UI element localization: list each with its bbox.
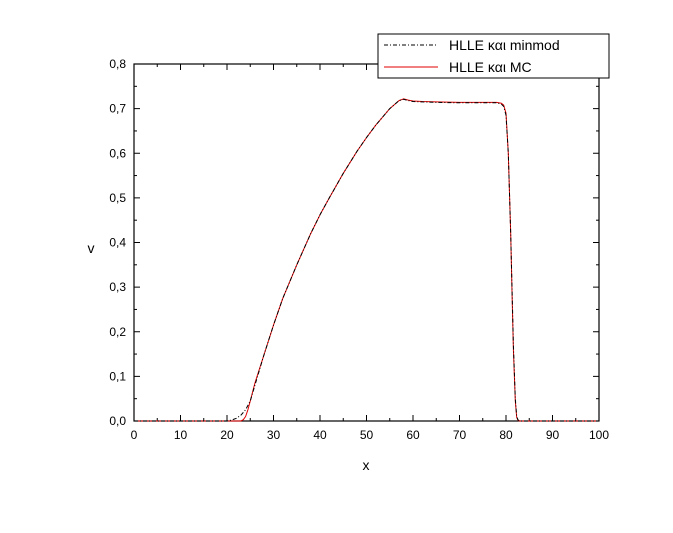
x-tick-label: 10 <box>174 428 188 442</box>
y-tick-label: 0,1 <box>109 369 126 383</box>
legend-label-mc: HLLE και MC <box>449 59 532 75</box>
legend-box <box>377 33 610 79</box>
x-axis: 0 10 20 30 40 50 60 70 80 90 100 <box>131 64 609 442</box>
y-tick-label: 0,0 <box>109 414 126 428</box>
x-tick-label: 100 <box>589 428 609 442</box>
x-tick-label: 80 <box>499 428 513 442</box>
series-layer <box>134 98 599 422</box>
x-tick-label: 60 <box>406 428 420 442</box>
x-axis-title: x <box>363 457 370 473</box>
y-tick-label: 0,5 <box>109 191 126 205</box>
y-tick-label: 0,2 <box>109 325 126 339</box>
x-tick-label: 50 <box>360 428 374 442</box>
series-line-minmod <box>134 98 599 422</box>
y-tick-label: 0,6 <box>109 146 126 160</box>
plot-frame <box>133 63 600 422</box>
y-tick-label: 0,3 <box>109 280 126 294</box>
series-line-mc <box>134 98 599 422</box>
x-tick-label: 0 <box>131 428 138 442</box>
x-tick-label: 40 <box>313 428 327 442</box>
x-tick-label: 30 <box>267 428 281 442</box>
legend: HLLE και minmod HLLE και MC <box>377 33 610 79</box>
y-axis: 0,0 0,1 0,2 0,3 0,4 0,5 0,6 0,7 0,8 <box>109 57 599 428</box>
legend-label-minmod: HLLE και minmod <box>449 37 560 53</box>
x-tick-label: 20 <box>220 428 234 442</box>
y-tick-label: 0,4 <box>109 236 126 250</box>
y-tick-label: 0,8 <box>109 57 126 71</box>
y-tick-label: 0,7 <box>109 102 126 116</box>
x-tick-label: 90 <box>546 428 560 442</box>
x-tick-label: 70 <box>453 428 467 442</box>
y-axis-title: v <box>88 240 95 256</box>
